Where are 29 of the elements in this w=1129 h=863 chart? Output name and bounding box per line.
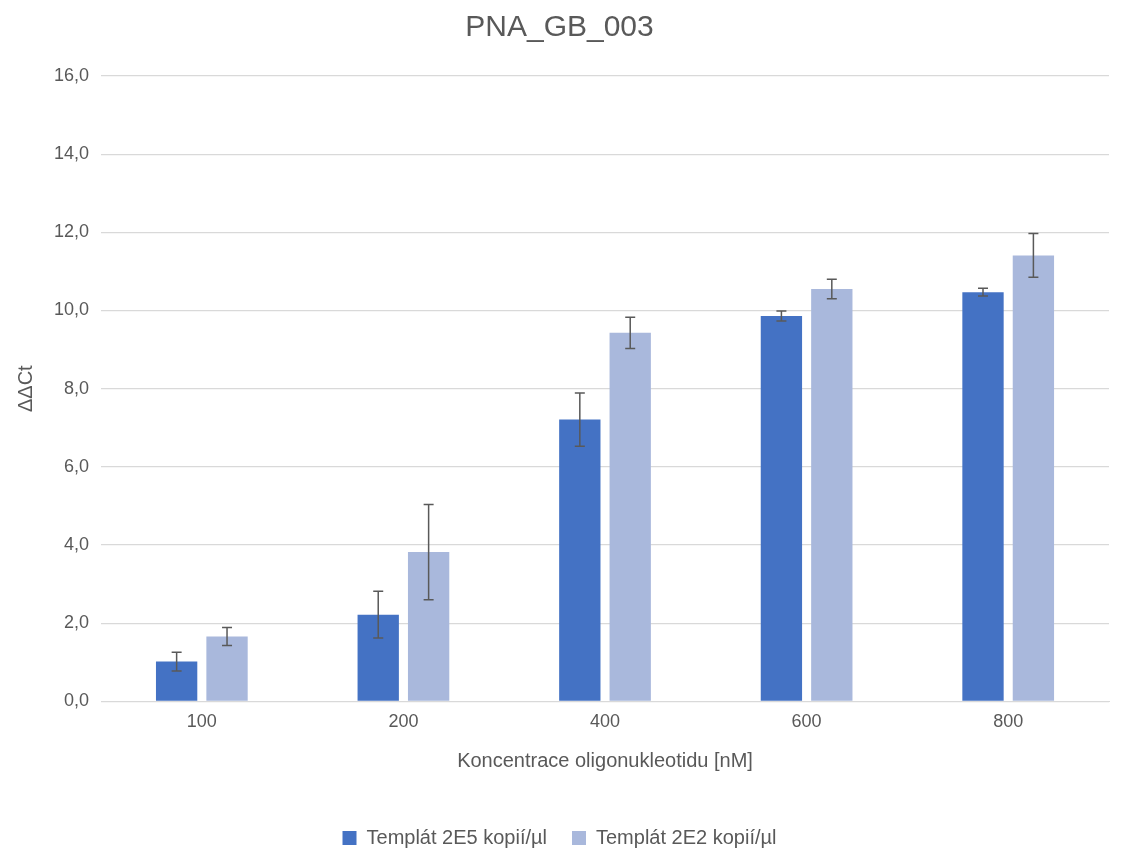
y-tick-label: 0,0 xyxy=(64,690,90,711)
y-axis-title: ΔΔCt xyxy=(13,364,36,413)
y-tick-label: 8,0 xyxy=(64,377,90,398)
bar xyxy=(962,292,1004,701)
bar xyxy=(609,332,651,701)
y-tick-label: 12,0 xyxy=(53,221,90,242)
x-tick-label: 600 xyxy=(791,711,822,732)
bar xyxy=(206,636,248,701)
y-tick-label: 14,0 xyxy=(53,143,90,164)
x-axis-title: Koncentrace oligonukleotidu [nM] xyxy=(457,748,753,771)
y-tick-label: 4,0 xyxy=(64,534,90,555)
x-tick-label: 200 xyxy=(388,711,419,732)
bar xyxy=(357,614,399,701)
x-tick-label: 400 xyxy=(589,711,621,732)
bar xyxy=(1012,255,1055,701)
bar xyxy=(407,552,450,701)
y-tick-label: 6,0 xyxy=(64,455,90,476)
y-tick-label: 16,0 xyxy=(53,64,90,85)
legend-label: Templát 2E5 kopií/µl xyxy=(366,825,547,848)
legend-label: Templát 2E2 kopií/µl xyxy=(596,825,777,848)
y-tick-label: 10,0 xyxy=(53,299,90,320)
x-tick-label: 100 xyxy=(186,711,217,732)
bar xyxy=(760,316,803,701)
bar xyxy=(155,661,198,701)
bar xyxy=(811,289,853,701)
chart-title: PNA_GB_003 xyxy=(465,9,654,43)
y-tick-label: 2,0 xyxy=(64,612,90,633)
x-tick-label: 800 xyxy=(993,711,1024,732)
bar xyxy=(559,419,601,701)
